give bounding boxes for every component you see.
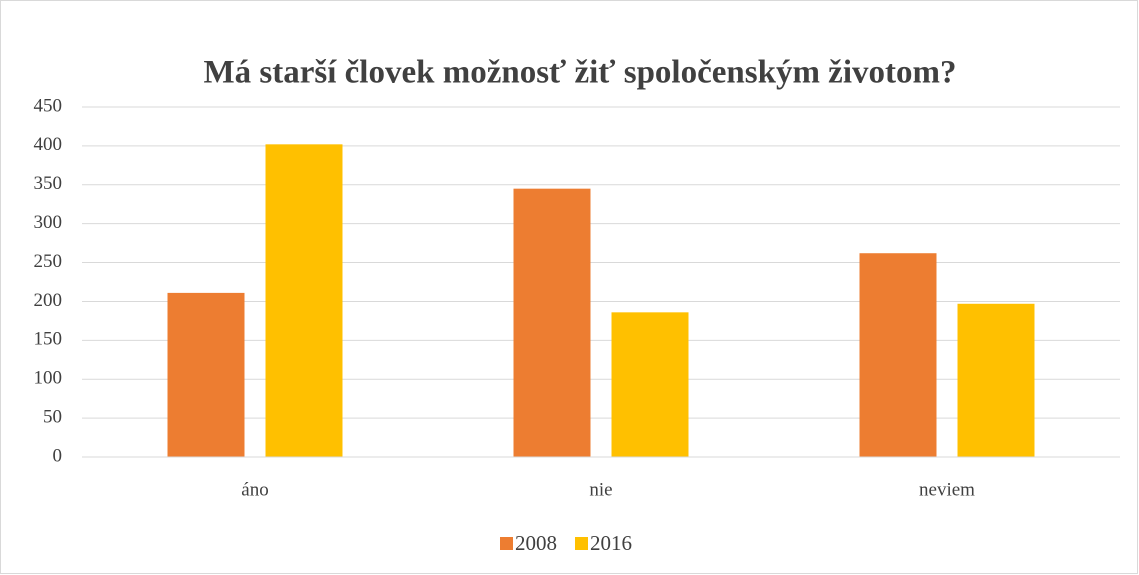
legend-swatch xyxy=(500,537,513,550)
legend-swatch xyxy=(575,537,588,550)
legend-label: 2016 xyxy=(590,531,632,555)
y-tick-label: 350 xyxy=(34,173,63,194)
bar xyxy=(611,312,689,457)
x-tick-label: áno xyxy=(241,479,268,500)
bar xyxy=(957,303,1035,457)
bar xyxy=(167,292,245,457)
y-tick-label: 400 xyxy=(34,134,63,155)
x-tick-label: neviem xyxy=(919,479,975,500)
bar xyxy=(859,253,937,457)
legend-label: 2008 xyxy=(515,531,557,555)
y-tick-label: 0 xyxy=(53,445,63,466)
chart-title: Má starší človek možnosť žiť spoločenský… xyxy=(204,55,957,91)
y-tick-label: 100 xyxy=(34,368,63,389)
x-tick-label: nie xyxy=(589,479,612,500)
y-tick-label: 250 xyxy=(34,251,63,272)
y-tick-label: 50 xyxy=(43,406,62,427)
bar xyxy=(265,144,343,458)
y-tick-label: 200 xyxy=(34,290,63,311)
y-tick-label: 450 xyxy=(34,95,63,116)
y-tick-label: 300 xyxy=(34,212,63,233)
bar xyxy=(513,188,591,457)
y-tick-label: 150 xyxy=(34,329,63,350)
